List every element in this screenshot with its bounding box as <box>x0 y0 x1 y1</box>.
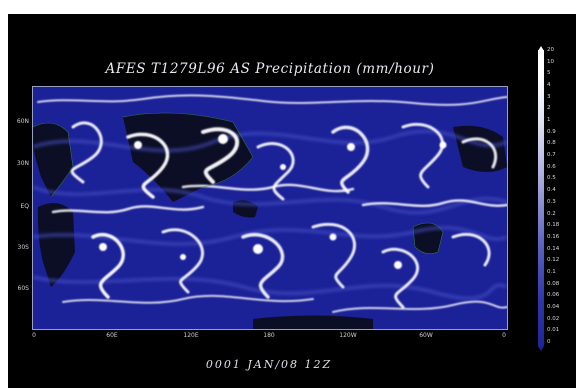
colorbar-label: 0.6 <box>547 163 556 170</box>
colorbar-label: 5 <box>547 70 551 77</box>
colorbar-label: 0.16 <box>547 233 560 240</box>
precipitation-map <box>32 86 508 330</box>
colorbar-label: 0.01 <box>547 327 560 334</box>
colorbar: 20 10 5 4 3 2 1 0.9 0.8 0.7 0.6 0.5 0.4 0.3 0.2 0.18 0.1… <box>534 46 576 356</box>
precipitation-map-image <box>33 87 507 329</box>
x-tick-label: 0 <box>502 332 506 339</box>
colorbar-label: 1 <box>547 117 551 124</box>
colorbar-label: 0.18 <box>547 222 560 229</box>
y-tick-label: 60N <box>16 118 29 125</box>
x-tick-label: 120W <box>339 332 357 339</box>
colorbar-label: 10 <box>547 58 554 65</box>
y-tick-label: 60S <box>17 285 29 292</box>
coastlines <box>33 112 444 254</box>
colorbar-label: 0.02 <box>547 315 560 322</box>
colorbar-label: 4 <box>547 82 551 89</box>
colorbar-label: 0.7 <box>547 152 556 159</box>
colorbar-label: 0.3 <box>547 198 556 205</box>
colorbar-label: 0.06 <box>547 292 560 299</box>
colorbar-label: 0.8 <box>547 140 556 147</box>
colorbar-label: 0.1 <box>547 268 556 275</box>
colorbar-label: 0.9 <box>547 128 556 135</box>
y-tick-label: 30N <box>16 160 29 167</box>
y-tick-label: 30S <box>17 244 29 251</box>
colorbar-label: 20 <box>547 47 554 53</box>
colorbar-gradient <box>538 50 544 346</box>
x-tick-label: 120E <box>183 332 199 339</box>
colorbar-label: 3 <box>547 93 551 100</box>
x-tick-label: 60W <box>419 332 433 339</box>
y-tick-label: EQ <box>20 203 29 210</box>
colorbar-label: 0.14 <box>547 245 560 252</box>
colorbar-label: 0.04 <box>547 303 560 310</box>
colorbar-max-arrow <box>538 46 544 51</box>
colorbar-label: 0.5 <box>547 175 556 182</box>
figure-title: AFES T1279L96 AS Precipitation (mm/hour) <box>105 61 435 77</box>
timestamp-label: 0001 JAN/08 12Z <box>205 358 333 371</box>
colorbar-label: 0 <box>547 339 551 345</box>
x-tick-label: 0 <box>32 332 36 339</box>
colorbar-label: 0.2 <box>547 210 556 217</box>
precip-bands <box>37 94 507 313</box>
precip-cores <box>99 134 447 269</box>
x-tick-label: 60E <box>106 332 118 339</box>
precip-texture <box>33 129 507 300</box>
colorbar-label: 2 <box>547 105 551 112</box>
x-tick-label: 180 <box>263 332 275 339</box>
colorbar-label: 0.12 <box>547 257 560 264</box>
colorbar-label: 0.4 <box>547 187 556 194</box>
colorbar-min-arrow <box>538 346 544 351</box>
colorbar-label: 0.08 <box>547 280 560 287</box>
